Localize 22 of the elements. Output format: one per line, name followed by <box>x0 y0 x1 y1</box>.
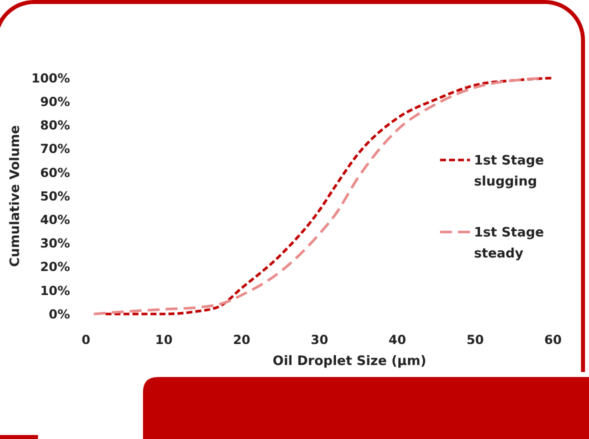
y-tick-label: 40% <box>40 212 70 227</box>
x-tick-label: 60 <box>544 332 562 347</box>
y-tick-label: 10% <box>40 282 70 298</box>
y-tick-label: 80% <box>40 118 70 133</box>
y-tick-label: 70% <box>40 141 70 156</box>
x-axis-title: Oil Droplet Size (µm) <box>272 354 426 369</box>
y-axis-title: Cumulative Volume <box>8 124 23 267</box>
legend-label: 1st Stage slugging <box>474 154 544 190</box>
y-tick-label: 60% <box>40 164 70 180</box>
y-tick-label: 50% <box>40 188 70 204</box>
x-tick-label: 10 <box>155 332 173 347</box>
x-tick-label: 0 <box>82 332 91 347</box>
y-tick-label: 0% <box>48 306 70 322</box>
y-tick-label: 30% <box>40 236 70 251</box>
legend-label: 1st Stage steady <box>474 226 544 262</box>
x-tick-label: 50 <box>466 332 484 347</box>
x-tick-label: 30 <box>310 332 328 347</box>
y-tick-label: 20% <box>40 259 70 274</box>
y-tick-label: 90% <box>40 94 70 109</box>
x-tick-label: 20 <box>232 332 251 347</box>
x-tick-label: 40 <box>388 332 406 347</box>
y-tick-label: 100% <box>31 70 70 86</box>
